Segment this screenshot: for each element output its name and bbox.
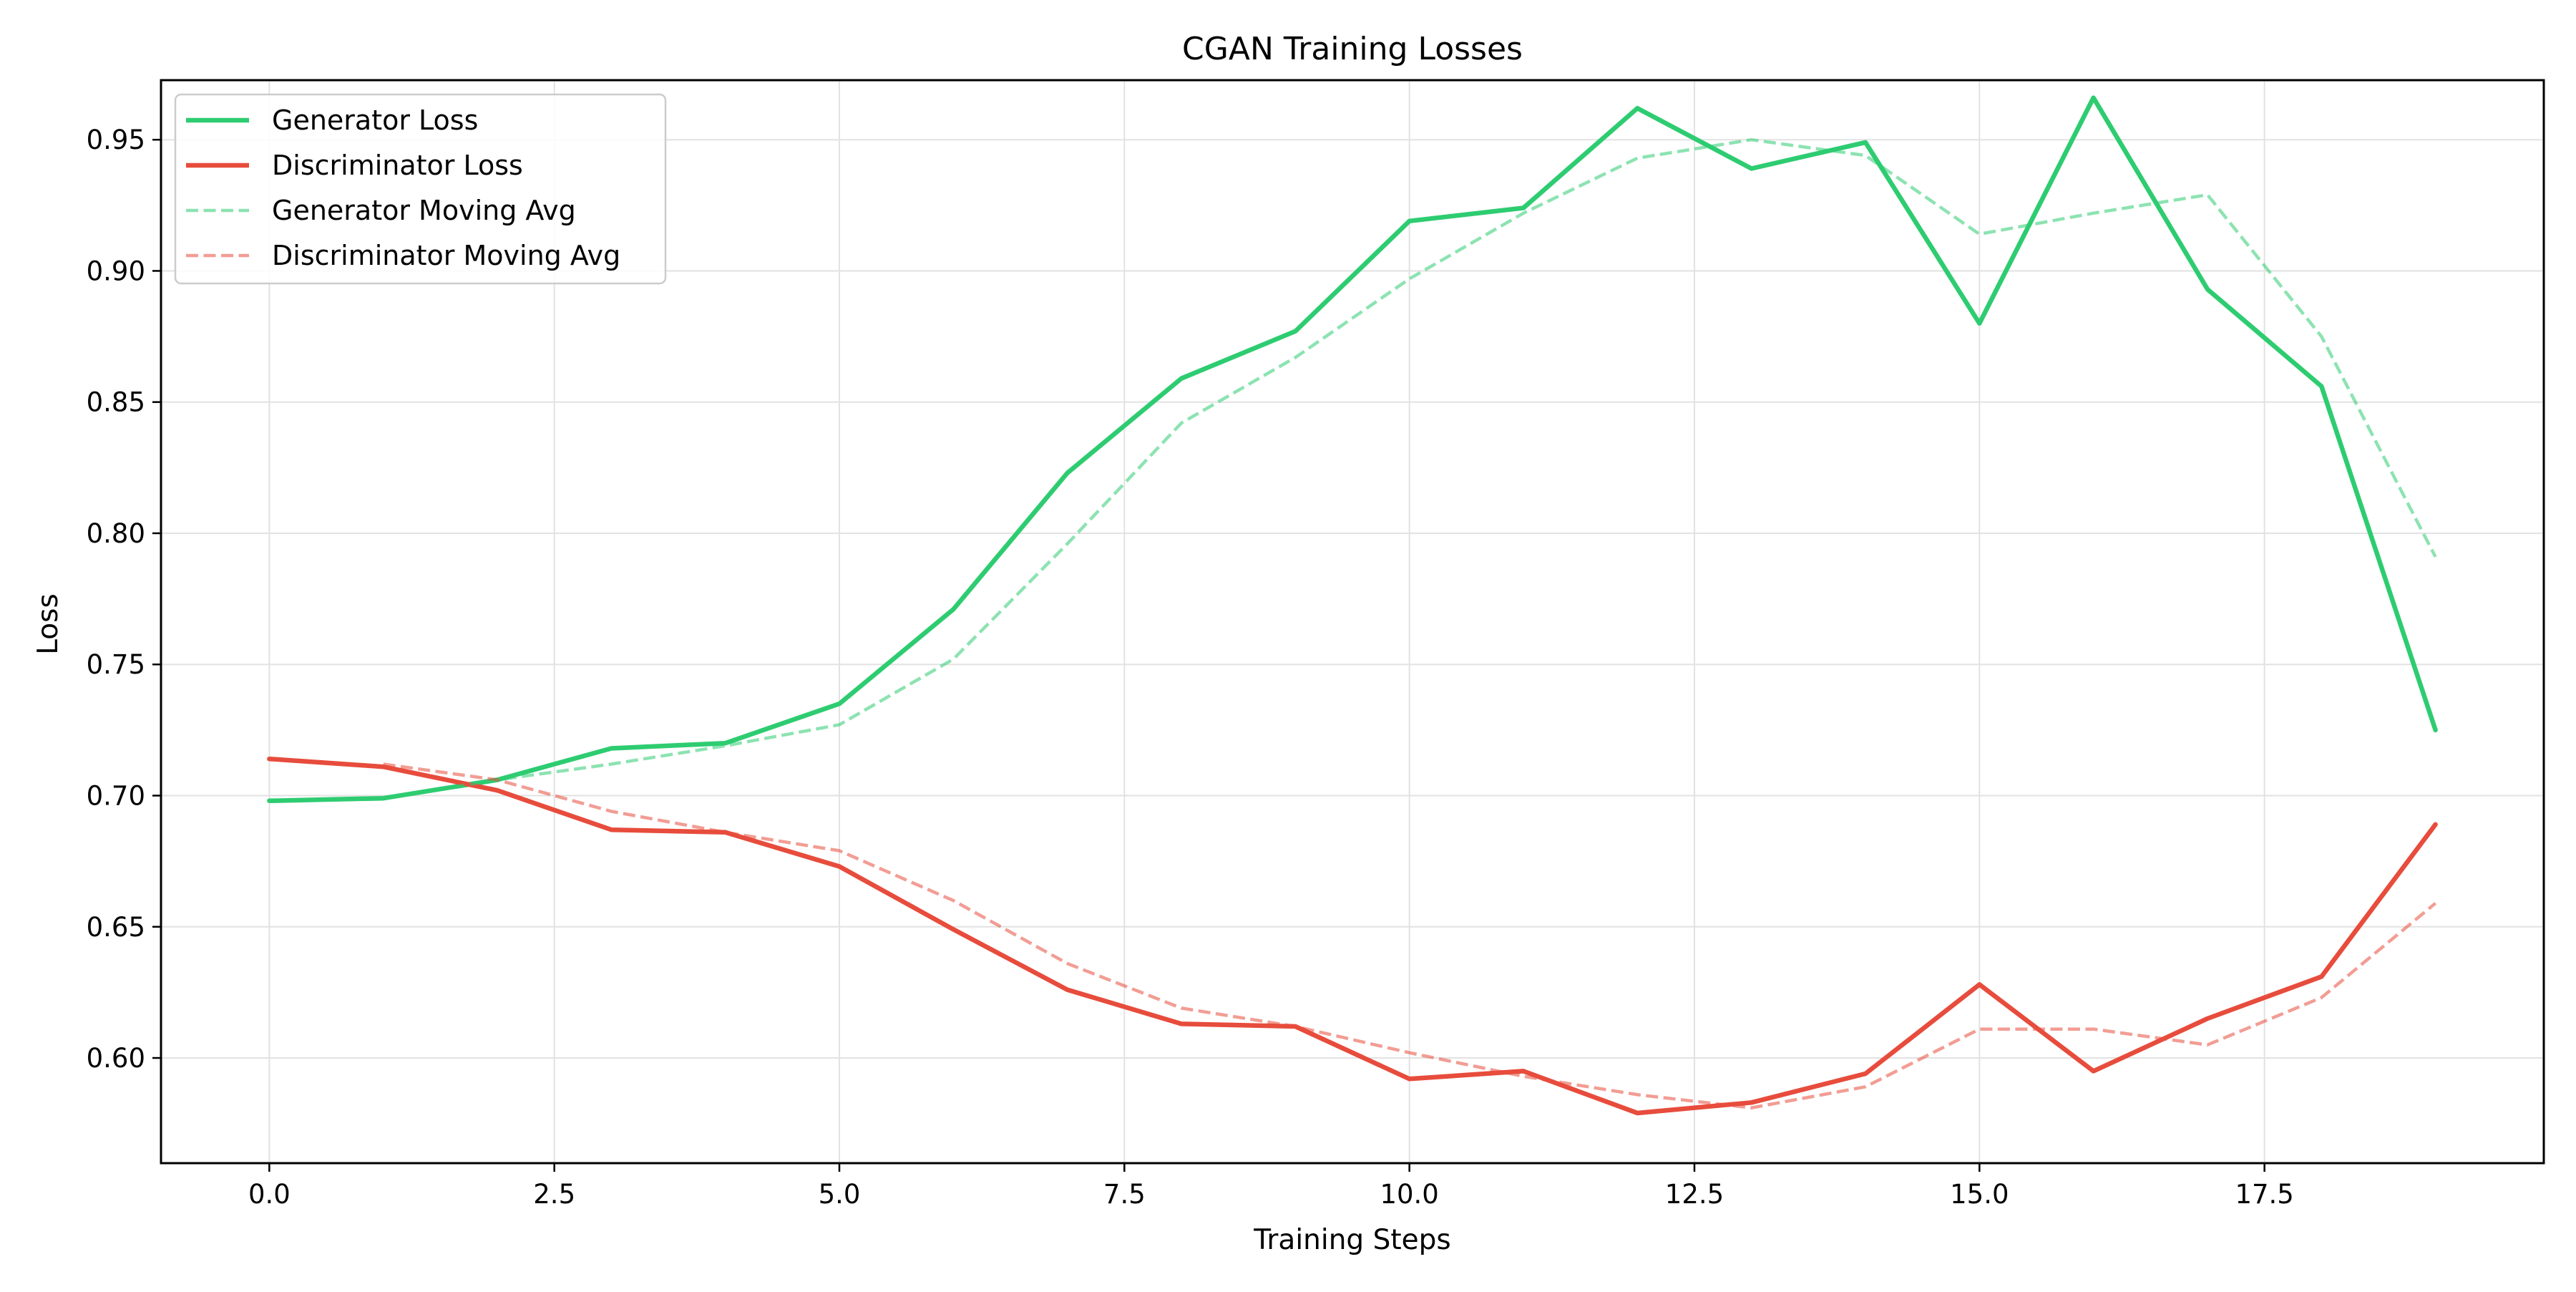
series-layer: [267, 95, 2438, 1116]
x-tick-label: 12.5: [1665, 1179, 1724, 1210]
y-tick-label: 0.75: [87, 649, 145, 680]
discriminator-moving-avg-line: [383, 762, 2437, 1109]
x-tick-label: 2.5: [533, 1179, 575, 1210]
grid-layer: [161, 80, 2544, 1163]
x-tick-label: 17.5: [2235, 1179, 2293, 1210]
y-tick-label: 0.95: [87, 125, 145, 155]
legend-label: Discriminator Loss: [272, 150, 523, 181]
y-tick-label: 0.65: [87, 912, 145, 943]
x-axis-label: Training Steps: [1253, 1224, 1450, 1256]
x-tick-label: 10.0: [1380, 1179, 1438, 1210]
legend-label: Generator Moving Avg: [272, 195, 576, 226]
ticks-layer: 0.0 2.5 5.0 7.5 10.0 12.5 15.0 17.5 0.60 0.65 0.70…: [87, 125, 2294, 1210]
legend: Generator Loss Discriminator Loss Generato…: [174, 93, 667, 285]
generator-moving-avg-line: [383, 137, 2437, 800]
y-tick-label: 0.70: [87, 781, 145, 812]
y-tick-label: 0.85: [87, 387, 145, 418]
generator-loss-line: [267, 95, 2438, 804]
y-axis-label: Loss: [32, 593, 64, 655]
y-tick-label: 0.60: [87, 1043, 145, 1074]
discriminator-loss-line: [267, 756, 2438, 1116]
x-tick-label: 5.0: [819, 1179, 861, 1210]
legend-box: [174, 93, 667, 285]
legend-label: Generator Loss: [272, 105, 478, 136]
plot-frame: [160, 79, 2545, 1165]
x-tick-label: 7.5: [1103, 1179, 1146, 1210]
legend-label: Discriminator Moving Avg: [272, 240, 620, 271]
y-tick-label: 0.90: [87, 256, 145, 286]
chart-title: CGAN Training Losses: [1182, 31, 1523, 67]
x-tick-label: 0.0: [248, 1179, 291, 1210]
x-tick-label: 15.0: [1950, 1179, 2009, 1210]
y-tick-label: 0.80: [87, 518, 145, 549]
